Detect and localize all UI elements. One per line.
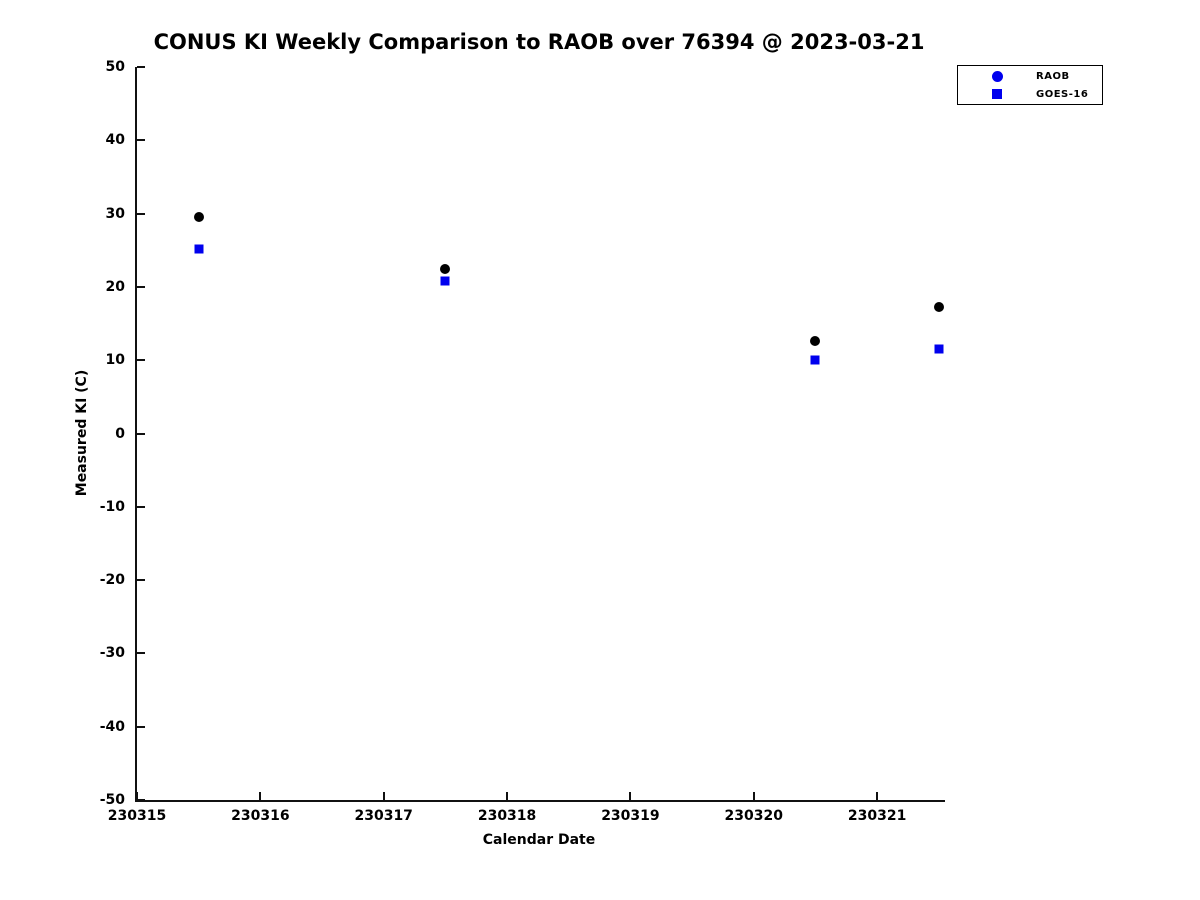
data-point-goes-16 (810, 355, 820, 365)
legend-marker-cell (958, 89, 1036, 99)
legend-marker-cell (958, 70, 1036, 82)
y-axis-tick (137, 652, 145, 655)
data-point-raob (933, 302, 944, 313)
y-axis-tick-label: 30 (105, 205, 125, 222)
y-axis-tick (137, 212, 145, 215)
legend-label-goes16: GOES-16 (1036, 88, 1089, 100)
y-axis-tick (137, 139, 145, 142)
y-axis-tick-label: 50 (105, 59, 125, 75)
y-axis-tick-label: -30 (99, 645, 125, 662)
x-axis-tick (382, 792, 385, 800)
x-axis-tick (506, 792, 509, 800)
legend-row-raob: RAOB (958, 69, 1102, 84)
x-axis-tick-label: 230321 (847, 808, 907, 824)
x-axis-tick (259, 792, 262, 800)
raob-circle-icon (991, 70, 1003, 82)
y-axis-tick-label: 0 (115, 425, 125, 442)
y-axis-tick-label: 40 (105, 132, 125, 149)
x-axis-tick (136, 792, 138, 800)
legend-label-raob: RAOB (1036, 70, 1070, 82)
data-point-goes-16 (934, 344, 944, 354)
y-axis-tick-label: 20 (105, 278, 125, 295)
y-axis-tick (137, 579, 145, 582)
x-axis-tick-label: 230317 (354, 808, 413, 824)
x-axis-tick-label: 230316 (231, 808, 290, 824)
goes16-square-icon (992, 89, 1002, 99)
y-axis-tick-label: 10 (105, 352, 125, 369)
y-axis-tick (137, 505, 145, 508)
y-axis-tick-label: -40 (99, 718, 125, 735)
chart-title: CONUS KI Weekly Comparison to RAOB over … (153, 30, 925, 54)
data-point-raob (193, 212, 204, 223)
data-point-raob (440, 264, 451, 275)
x-axis-tick (876, 792, 879, 800)
y-axis-tick (137, 725, 145, 728)
x-axis-tick-label: 230319 (601, 808, 660, 824)
y-axis-tick-label: -20 (99, 572, 125, 589)
y-axis-tick (137, 799, 145, 801)
data-point-goes-16 (194, 244, 204, 254)
y-axis-label: Measured KI (C) (74, 369, 90, 497)
data-point-raob (810, 336, 821, 347)
y-axis-tick (137, 359, 145, 362)
x-axis-tick-label: 230320 (724, 808, 784, 824)
y-axis-tick (137, 66, 145, 68)
y-axis-tick-label: -10 (99, 498, 125, 515)
legend-row-goes16: GOES-16 (958, 87, 1102, 102)
plot-area: -50 -40 -30 -20 -10 0 10 20 30 40 50 230315 230316 23… (100, 59, 945, 824)
legend: RAOB GOES-16 (957, 65, 1103, 105)
data-point-goes-16 (440, 276, 450, 286)
y-axis-tick-label: -50 (99, 792, 125, 808)
x-axis-tick (629, 792, 632, 800)
x-axis-tick (752, 792, 755, 800)
x-axis-tick-label: 230315 (107, 808, 167, 824)
x-axis-label: Calendar Date (482, 832, 596, 848)
y-axis-tick (137, 285, 145, 288)
y-axis-tick (137, 432, 145, 435)
x-axis-tick-label: 230318 (477, 808, 537, 824)
